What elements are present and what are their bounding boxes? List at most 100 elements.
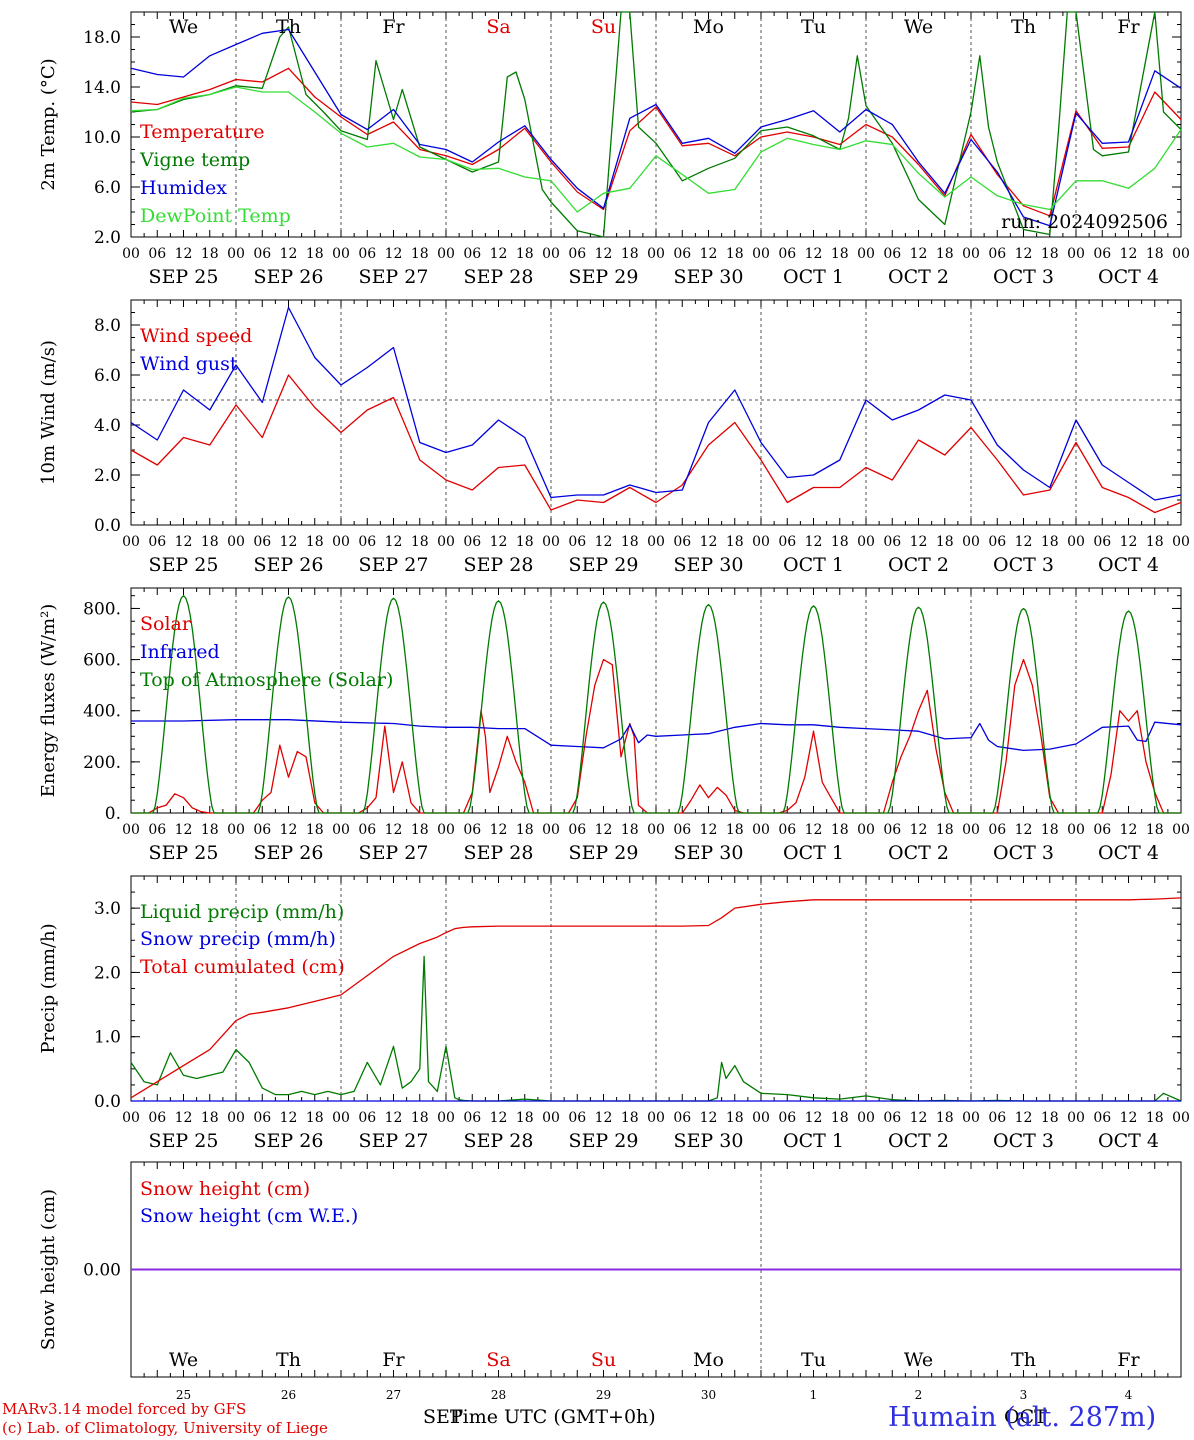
series-infrared (131, 719, 1182, 752)
y-tick-label: 3.0 (94, 899, 121, 919)
hour-tick-label: 06 (148, 534, 166, 550)
hour-tick-label: 12 (805, 246, 823, 262)
hour-tick-label: 12 (1120, 246, 1138, 262)
hour-tick-label: 06 (148, 246, 166, 262)
hour-tick-label: 00 (437, 534, 455, 550)
hour-tick-label: 06 (673, 1110, 691, 1126)
hour-tick-label: 18 (1146, 822, 1164, 838)
hour-tick-label: 18 (516, 246, 534, 262)
day-number-label: 30 (701, 1388, 716, 1402)
hour-tick-label: 06 (883, 822, 901, 838)
hour-tick-label: 12 (805, 822, 823, 838)
panel-frame (130, 299, 1182, 526)
hour-tick-label: 18 (1146, 1110, 1164, 1126)
legend-entry: Solar (140, 613, 192, 635)
y-tick-label: 2.0 (94, 963, 121, 983)
hour-tick-label: 12 (385, 1110, 403, 1126)
hour-tick-label: 12 (700, 246, 718, 262)
hour-tick-label: 18 (201, 1110, 219, 1126)
hour-tick-label: 00 (752, 822, 770, 838)
hour-tick-label: 18 (726, 1110, 744, 1126)
hour-tick-label: 00 (332, 246, 350, 262)
hour-tick-label: 00 (752, 534, 770, 550)
hour-tick-label: 12 (385, 822, 403, 838)
legend-entry: Snow height (cm) (140, 1178, 310, 1200)
hour-tick-label: 06 (148, 1110, 166, 1126)
hour-tick-label: 00 (122, 534, 140, 550)
hour-tick-label: 00 (227, 246, 245, 262)
hour-tick-label: 06 (988, 246, 1006, 262)
y-tick-label: 0. (105, 804, 121, 824)
credit-line-2: (c) Lab. of Climatology, University of L… (2, 1419, 328, 1437)
hour-tick-label: 18 (621, 246, 639, 262)
date-label: OCT 1 (783, 842, 844, 864)
hour-tick-label: 12 (175, 1110, 193, 1126)
legend-entry: Humidex (140, 177, 227, 199)
hour-tick-label: 06 (988, 534, 1006, 550)
hour-tick-label: 00 (1067, 1110, 1085, 1126)
day-number-label: 27 (386, 1388, 401, 1402)
hour-tick-label: 00 (542, 246, 560, 262)
date-label: SEP 30 (674, 842, 744, 864)
hour-tick-label: 00 (542, 822, 560, 838)
day-number-label: 2 (915, 1388, 923, 1402)
hour-tick-label: 12 (490, 534, 508, 550)
date-label: SEP 28 (464, 842, 534, 864)
panel-1: 2.0 6.0 10.0 14.0 18.0 2m Temp. (°C) Temperatu… (38, 11, 1190, 288)
hour-tick-label: 12 (1120, 1110, 1138, 1126)
hour-tick-label: 18 (411, 534, 429, 550)
date-label: SEP 26 (254, 554, 324, 576)
day-number-label: 28 (491, 1388, 506, 1402)
hour-tick-label: 18 (306, 534, 324, 550)
date-label: SEP 25 (149, 554, 219, 576)
date-label: OCT 2 (888, 266, 949, 288)
hour-tick-label: 18 (1146, 246, 1164, 262)
hour-tick-label: 12 (910, 534, 928, 550)
hour-tick-label: 18 (306, 822, 324, 838)
weekday-label-top: Fr (382, 16, 405, 38)
panel-4: 0.0 1.0 2.0 3.0 Precip (mm/h) Liquid precip (… (38, 875, 1190, 1152)
hour-tick-label: 12 (910, 822, 928, 838)
date-label: OCT 2 (888, 842, 949, 864)
date-label: SEP 27 (359, 554, 429, 576)
hour-tick-label: 00 (647, 822, 665, 838)
hour-tick-label: 00 (857, 246, 875, 262)
y-axis-label: 2m Temp. (°C) (38, 58, 59, 190)
hour-tick-label: 06 (358, 534, 376, 550)
hour-tick-label: 06 (883, 1110, 901, 1126)
weekday-label-bottom: Fr (382, 1349, 405, 1371)
day-number-label: 4 (1125, 1388, 1133, 1402)
y-tick-label: 200. (83, 753, 121, 773)
station-name: Humain (alt. 287m) (888, 1402, 1157, 1433)
hour-tick-label: 06 (673, 534, 691, 550)
date-label: OCT 4 (1098, 1130, 1159, 1152)
hour-tick-label: 12 (1015, 246, 1033, 262)
hour-tick-label: 12 (1015, 822, 1033, 838)
legend-entry: Wind speed (140, 325, 252, 347)
date-label: OCT 3 (993, 1130, 1054, 1152)
hour-tick-label: 00 (437, 246, 455, 262)
hour-tick-label: 18 (936, 822, 954, 838)
hour-tick-label: 18 (201, 822, 219, 838)
date-label: SEP 27 (359, 266, 429, 288)
y-axis-label: Snow height (cm) (38, 1189, 59, 1350)
date-label: SEP 25 (149, 1130, 219, 1152)
hour-tick-label: 00 (227, 822, 245, 838)
y-tick-label: 6.0 (94, 178, 121, 198)
hour-tick-label: 00 (962, 534, 980, 550)
hour-tick-label: 06 (463, 822, 481, 838)
hour-tick-label: 18 (306, 246, 324, 262)
hour-tick-label: 06 (778, 1110, 796, 1126)
hour-tick-label: 12 (280, 246, 298, 262)
hour-tick-label: 18 (516, 1110, 534, 1126)
series-humidex (130, 28, 1182, 227)
date-label: OCT 3 (993, 266, 1054, 288)
date-label: OCT 3 (993, 554, 1054, 576)
weekday-label-bottom: Sa (486, 1349, 510, 1371)
y-tick-label: 6.0 (94, 366, 121, 386)
series-dewpoint-temp (130, 86, 1182, 213)
hour-tick-label: 06 (1093, 822, 1111, 838)
date-label: SEP 26 (254, 842, 324, 864)
hour-tick-label: 00 (647, 534, 665, 550)
panel-2: 0.0 2.0 4.0 6.0 8.0 10m Wind (m/s) Wind speed W… (38, 299, 1190, 576)
